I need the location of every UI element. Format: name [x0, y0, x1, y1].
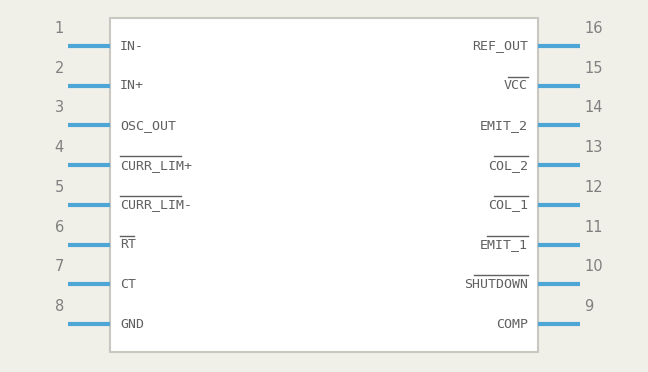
- Text: EMIT_2: EMIT_2: [480, 119, 528, 132]
- Text: IN+: IN+: [120, 79, 144, 92]
- Text: COL_2: COL_2: [488, 158, 528, 171]
- Text: 16: 16: [584, 21, 603, 36]
- Text: 5: 5: [54, 180, 64, 195]
- Text: 9: 9: [584, 299, 594, 314]
- Text: REF_OUT: REF_OUT: [472, 39, 528, 52]
- Text: CT: CT: [120, 278, 136, 291]
- Text: 12: 12: [584, 180, 603, 195]
- Text: COMP: COMP: [496, 317, 528, 330]
- Text: 15: 15: [584, 61, 603, 76]
- Text: OSC_OUT: OSC_OUT: [120, 119, 176, 132]
- Text: 1: 1: [54, 21, 64, 36]
- Text: SHUTDOWN: SHUTDOWN: [464, 278, 528, 291]
- Text: IN-: IN-: [120, 39, 144, 52]
- Text: 2: 2: [54, 61, 64, 76]
- Text: 10: 10: [584, 259, 603, 274]
- Text: 8: 8: [54, 299, 64, 314]
- Text: 4: 4: [54, 140, 64, 155]
- Text: EMIT_1: EMIT_1: [480, 238, 528, 251]
- Text: 6: 6: [54, 219, 64, 235]
- Text: 7: 7: [54, 259, 64, 274]
- Text: GND: GND: [120, 317, 144, 330]
- Text: CURR_LIM-: CURR_LIM-: [120, 198, 192, 211]
- Text: 14: 14: [584, 100, 603, 115]
- Text: CURR_LIM+: CURR_LIM+: [120, 158, 192, 171]
- Text: VCC: VCC: [504, 79, 528, 92]
- Text: 13: 13: [584, 140, 603, 155]
- Text: 3: 3: [55, 100, 64, 115]
- Text: 11: 11: [584, 219, 603, 235]
- Bar: [110, 18, 538, 352]
- Text: COL_1: COL_1: [488, 198, 528, 211]
- Text: RT: RT: [120, 238, 136, 251]
